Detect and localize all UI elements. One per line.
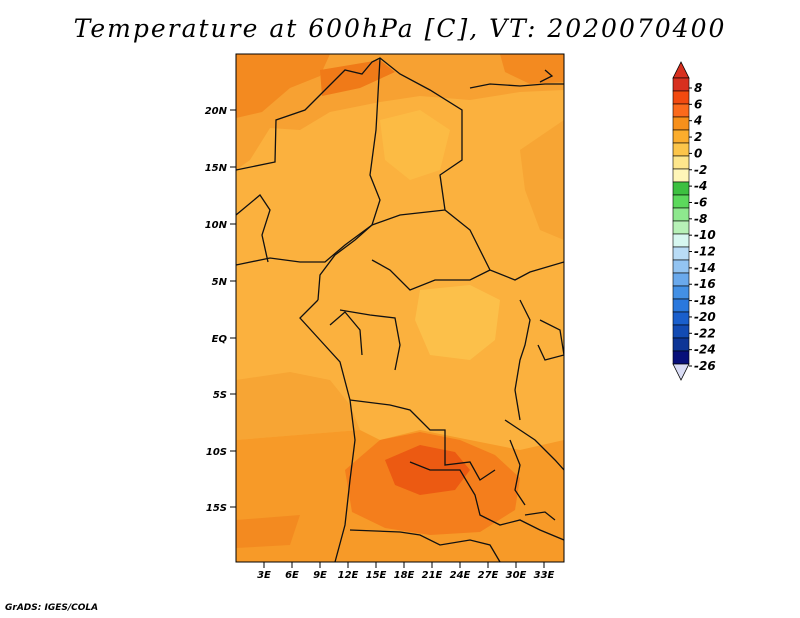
field-central-cool: [415, 285, 500, 360]
border-westafrica: [236, 224, 373, 266]
colorbar-label: -22: [694, 326, 716, 340]
field-southwest-hot: [236, 515, 300, 548]
lon-tick-label: 15E: [366, 570, 387, 581]
field-north-warm: [236, 54, 564, 170]
border-uganda: [537, 319, 564, 361]
chart-title: Temperature at 600hPa [C], VT: 202007040…: [73, 14, 727, 43]
colorbar-label: 0: [694, 146, 702, 160]
colorbar-swatch: [672, 246, 690, 261]
field-north-cool: [380, 110, 450, 180]
lat-tick-label: 5N: [212, 277, 228, 288]
colorbar-label: 2: [694, 130, 702, 144]
temperature-field: [236, 54, 564, 562]
lon-axis: 3E 6E 9E 12E 15E 18E 21E 24E 27E 30E 33E: [257, 562, 555, 581]
coast-redsea: [539, 69, 554, 83]
border-gabon: [329, 311, 363, 356]
colorbar-swatch: [672, 259, 690, 274]
border-tanzania: [504, 419, 564, 471]
border-west-inner: [236, 194, 271, 263]
colorbar-label: 8: [694, 81, 702, 95]
colorbar-swatch: [672, 90, 690, 105]
field-east-warm: [520, 120, 564, 240]
colorbar-swatch: [672, 194, 690, 209]
colorbar-label: -12: [694, 245, 716, 259]
colorbar-label: 6: [694, 97, 702, 111]
colorbar-swatch: [672, 142, 690, 157]
map-frame: [235, 53, 565, 563]
colorbar-label: 4: [693, 114, 702, 128]
lat-tick-label: 15N: [205, 163, 228, 174]
border-namibia: [349, 529, 501, 562]
colorbar-label: -10: [694, 228, 716, 242]
colorbar-swatch: [672, 311, 690, 326]
field-south-hottest: [385, 445, 470, 495]
border-egypt-sudan: [469, 83, 564, 89]
lon-tick-label: 12E: [338, 570, 359, 581]
lon-tick-label: 24E: [450, 570, 471, 581]
field-northeast-hot: [500, 54, 564, 84]
coast-west: [299, 299, 351, 401]
lat-tick-label: 10S: [206, 447, 227, 458]
border-chad-car: [371, 209, 446, 226]
colorbar-swatch: [672, 155, 690, 170]
colorbar-swatch: [672, 324, 690, 339]
border-malawi: [509, 439, 526, 506]
lat-tick-label: 5S: [213, 390, 227, 401]
colorbar-swatch: [672, 103, 690, 118]
border-drc-south: [349, 399, 496, 481]
colorbar-swatch: [672, 350, 690, 365]
border-angola-west: [334, 399, 356, 562]
lon-tick-label: 27E: [478, 570, 499, 581]
colorbar: 8 6 4 2 0 -2 -4 -6 -8 -10 -12 -14 -16 -18 -20 -22 -24 -26: [672, 61, 716, 381]
lat-tick-label: 20N: [205, 106, 228, 117]
colorbar-swatch: [672, 77, 690, 92]
colorbar-swatch: [672, 207, 690, 222]
colorbar-swatch: [672, 272, 690, 287]
lat-tick-label: 15S: [206, 503, 227, 514]
lat-tick-label: EQ: [212, 334, 228, 345]
colorbar-label: -16: [694, 277, 716, 291]
colorbar-swatch: [672, 285, 690, 300]
coast-southeast: [524, 511, 556, 521]
colorbar-swatch: [672, 116, 690, 131]
border-congo: [339, 309, 401, 371]
colorbar-under-triangle: [672, 363, 690, 381]
lon-tick-label: 6E: [285, 570, 299, 581]
colorbar-swatch: [672, 220, 690, 235]
colorbar-swatch: [672, 233, 690, 248]
colorbar-swatch: [672, 337, 690, 352]
colorbar-swatch: [672, 298, 690, 313]
colorbar-label: -20: [694, 310, 716, 324]
lon-tick-label: 21E: [422, 570, 443, 581]
footer-credit: GrADS: IGES/COLA: [5, 603, 99, 613]
border-car: [371, 259, 491, 291]
colorbar-swatch: [672, 168, 690, 183]
colorbar-label: -26: [694, 359, 716, 373]
colorbar-label: -2: [694, 163, 707, 177]
colorbar-swatch: [672, 129, 690, 144]
lat-axis: 20N 15N 10N 5N EQ 5S 10S 15S: [205, 106, 236, 514]
colorbar-label: -4: [694, 179, 707, 193]
lon-tick-label: 33E: [534, 570, 555, 581]
colorbar-label: -6: [694, 195, 707, 209]
country-borders: [236, 57, 564, 562]
colorbar-label: -8: [694, 212, 707, 226]
colorbar-label: -24: [694, 343, 716, 357]
lon-tick-label: 9E: [313, 570, 327, 581]
field-west-warm: [236, 372, 360, 440]
lon-tick-label: 18E: [394, 570, 415, 581]
colorbar-over-triangle: [672, 61, 690, 79]
colorbar-label: -18: [694, 294, 716, 308]
colorbar-swatch: [672, 181, 690, 196]
border-zambia: [409, 461, 564, 541]
colorbar-label: -14: [694, 261, 716, 275]
lat-tick-label: 10N: [205, 220, 228, 231]
field-northwest-hot: [236, 54, 330, 118]
lon-tick-label: 3E: [257, 570, 271, 581]
field-north-hot-patch: [320, 60, 395, 96]
lon-tick-label: 30E: [506, 570, 527, 581]
border-rift-east: [514, 299, 531, 421]
